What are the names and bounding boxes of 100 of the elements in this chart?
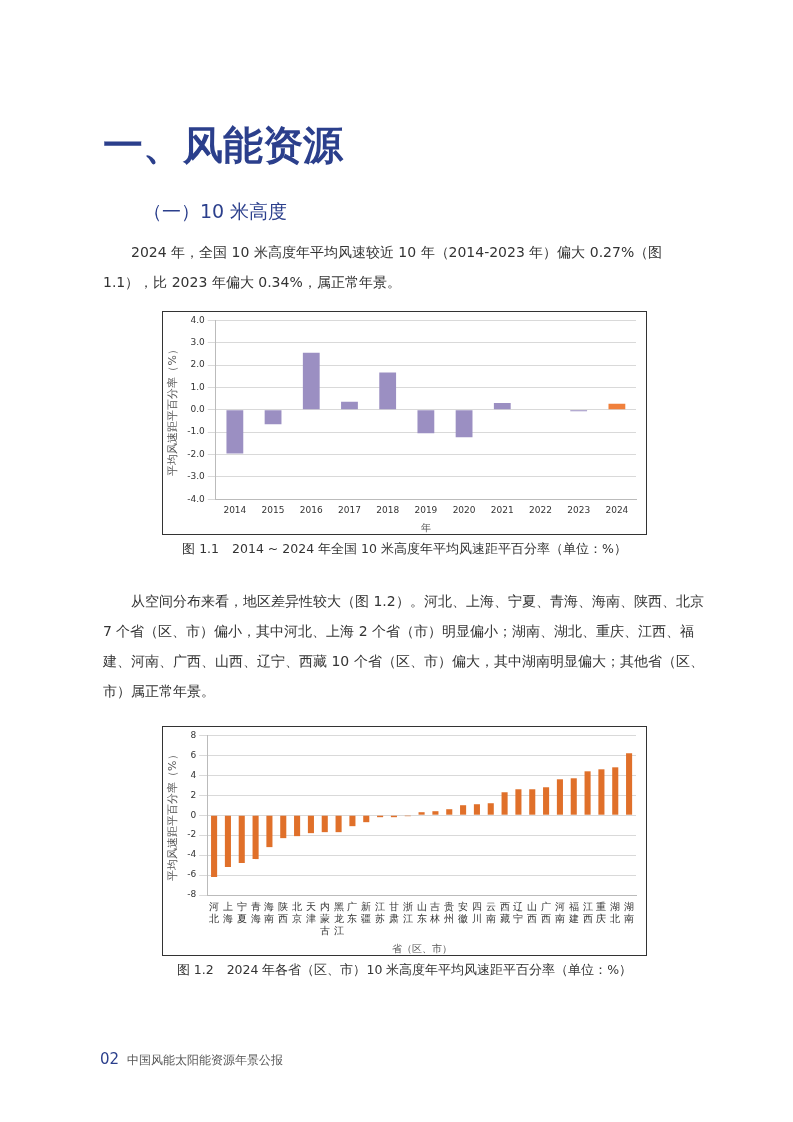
y-tick-label: -2.0 (187, 448, 206, 459)
bar (432, 811, 439, 815)
x-tick-label: 西藏 (499, 900, 510, 924)
y-tick-label: 6 (190, 749, 197, 760)
bar (224, 815, 231, 868)
bar (417, 410, 435, 434)
y-tick-label: 2 (190, 789, 197, 800)
x-tick-label: 湖南 (624, 900, 635, 924)
x-tick-label: 江苏 (375, 900, 386, 924)
bar (612, 767, 619, 815)
x-tick-label: 2018 (376, 504, 400, 515)
x-tick-label: 江西 (582, 900, 593, 924)
x-tick-label: 河北 (209, 900, 220, 924)
text: （一）10 米高度 (143, 199, 289, 224)
y-tick-label: 8 (190, 729, 197, 740)
text: 图 1.2 2024 年各省（区、市）10 米高度年平均风速距平百分率（单位：%） (175, 962, 634, 979)
x-tick-label: 内蒙古 (319, 900, 330, 936)
bar (608, 403, 626, 410)
x-tick-label: 吉林 (429, 900, 441, 924)
bar (515, 789, 522, 815)
x-tick-label: 2020 (452, 504, 476, 515)
bar (226, 410, 244, 454)
x-tick-label: 北京 (292, 900, 303, 924)
x-tick-label: 2019 (414, 504, 438, 515)
x-tick-label: 2023 (567, 504, 591, 515)
bar (341, 401, 358, 410)
x-tick-label: 广西 (541, 900, 552, 924)
bar (570, 778, 577, 815)
y-tick-label: -1.0 (187, 426, 206, 437)
x-tick-label: 青海 (250, 900, 261, 924)
y-tick-label: -4.0 (187, 493, 206, 504)
x-tick-label: 海南 (264, 900, 275, 924)
text: 从空间分布来看，地区差异性较大（图 1.2）。河北、上海、宁夏、青海、海南、陕西、北京 7 个省（区、市）偏小，其中河北、上海 2 个省（市）明显偏小；湖南、湖北、重庆、江西、福建、河南、广西、山西、辽宁、西藏 10 个省（区、市）偏大，其中湖南明显偏大；其他省（区、市）属正常年景。 (103, 592, 705, 701)
x-tick-label: 安徽 (458, 900, 469, 924)
bar (238, 815, 245, 864)
bar (335, 815, 342, 833)
y-axis-title: 平均风速距平百分率（%） (166, 749, 180, 881)
x-tick-label: 上海 (222, 900, 233, 924)
bar (294, 815, 301, 837)
x-tick-label: 辽宁 (513, 900, 524, 924)
bar (584, 771, 591, 815)
bar (493, 403, 511, 410)
y-tick-label: -8 (187, 889, 197, 900)
y-tick-label: 3.0 (190, 337, 206, 348)
x-axis-title: 省（区、市） (391, 942, 452, 954)
text: 02 (100, 1050, 120, 1068)
bar (501, 792, 508, 815)
bar (363, 815, 370, 823)
x-tick-label: 2024 (605, 504, 629, 515)
x-tick-label: 2015 (261, 504, 285, 515)
x-tick-label: 新疆 (361, 900, 372, 924)
x-tick-label: 2017 (338, 504, 361, 515)
x-tick-label: 河南 (554, 900, 565, 924)
x-tick-label: 福建 (567, 900, 579, 924)
text: 2024 年，全国 10 米高度年平均风速较近 10 年（2014-2023 年）偏大 0.27%（图 1.1），比 2023 年偏大 0.34%，属正常年景。 (103, 243, 664, 292)
x-tick-label: 广东 (347, 900, 358, 924)
bar (266, 815, 273, 848)
x-tick-label: 2016 (299, 504, 323, 515)
x-tick-label: 山东 (416, 900, 427, 924)
bar (264, 410, 282, 425)
bar (349, 815, 356, 827)
y-tick-label: -6 (187, 869, 197, 880)
bar (446, 809, 453, 815)
y-tick-label: 2.0 (190, 359, 206, 370)
y-tick-label: 0 (190, 809, 197, 820)
bar (455, 410, 473, 438)
bar (543, 787, 550, 815)
y-tick-label: 4 (190, 769, 197, 780)
text: 一、风能资源 (103, 120, 345, 170)
x-tick-label: 2022 (529, 504, 552, 515)
text: 图 1.1 2014 ~ 2024 年全国 10 米高度年平均风速距平百分率（单位：%） (181, 541, 628, 558)
y-tick-label: 4.0 (190, 314, 206, 325)
y-tick-label: -3.0 (187, 471, 206, 482)
x-tick-label: 浙江 (402, 900, 413, 924)
bar (321, 815, 328, 833)
x-tick-label: 贵州 (444, 900, 455, 924)
x-tick-label: 2014 (223, 504, 247, 515)
x-tick-label: 湖北 (610, 900, 621, 924)
x-tick-label: 重庆 (596, 900, 607, 924)
y-tick-label: -2 (187, 829, 197, 840)
bar (626, 753, 633, 815)
bar (280, 815, 287, 839)
bar (302, 352, 320, 410)
bar (556, 779, 563, 815)
y-tick-label: 0.0 (190, 404, 206, 415)
y-tick-label: -4 (187, 849, 197, 860)
bar (379, 372, 397, 410)
x-tick-label: 天津 (305, 900, 316, 924)
y-tick-label: 1.0 (190, 381, 206, 392)
bar (598, 769, 605, 815)
bar (529, 789, 536, 815)
text: 中国风能太阳能资源年景公报 (127, 1053, 284, 1067)
bar (252, 815, 259, 860)
bar (307, 815, 314, 834)
x-tick-label: 山西 (527, 900, 538, 924)
bar (460, 805, 467, 815)
x-tick-label: 云南 (485, 900, 496, 924)
x-tick-label: 2021 (490, 504, 514, 515)
bar (473, 804, 480, 815)
bar (487, 803, 494, 815)
